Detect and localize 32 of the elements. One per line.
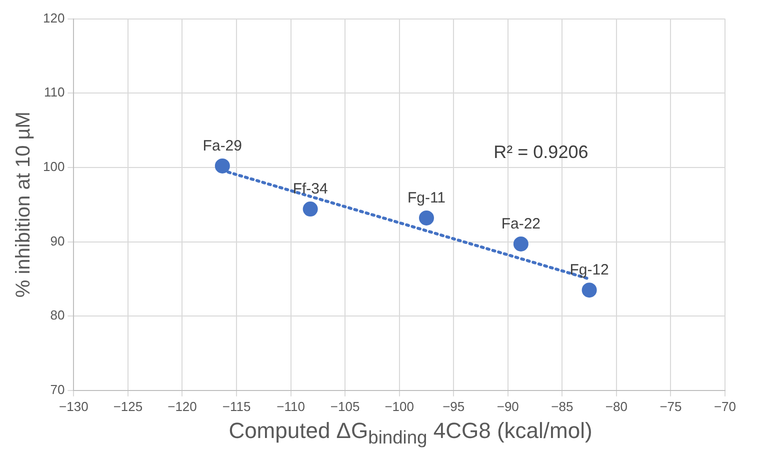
x-axis-title: Computed ΔG$_{binding}$ 4CG8 (kcal/mol) <box>228 418 594 448</box>
point <box>214 158 230 174</box>
x-tick-label: −100 <box>384 398 414 414</box>
x-tick-label: −85 <box>551 398 574 414</box>
y-tick-label: 80 <box>50 308 65 323</box>
x-tick-label: −115 <box>222 398 251 414</box>
x-tick-label: −105 <box>330 398 360 414</box>
annotation: Fg-12 <box>570 262 609 279</box>
point <box>582 282 597 298</box>
point <box>513 236 528 252</box>
x-tick-label: −120 <box>168 398 197 414</box>
y-tick-label: 120 <box>42 10 65 26</box>
annotation: Fa-22 <box>501 216 541 233</box>
y-axis-title: % inhibition at 10 µM <box>12 112 35 298</box>
x-tick-label: −80 <box>605 398 628 414</box>
point <box>418 210 434 226</box>
point <box>302 202 318 217</box>
annotation: Fg-11 <box>407 190 446 207</box>
x-tick-label: −110 <box>276 398 305 414</box>
x-tick-label: −70 <box>714 398 736 414</box>
x-tick-label: −125 <box>113 398 143 414</box>
annotation: R² = 0.9206 <box>494 142 588 162</box>
y-tick-label: 90 <box>50 233 65 248</box>
x-tick-label: −90 <box>496 398 519 414</box>
y-tick-label: 110 <box>44 84 65 100</box>
annotation: Ff-34 <box>292 180 328 198</box>
x-tick-label: −95 <box>442 398 465 414</box>
y-tick-label: 100 <box>42 159 65 174</box>
x-tick-label: −75 <box>660 398 682 414</box>
y-tick-label: 70 <box>50 382 65 397</box>
x-tick-label: −130 <box>59 398 88 414</box>
annotation: Fa-29 <box>202 138 242 155</box>
